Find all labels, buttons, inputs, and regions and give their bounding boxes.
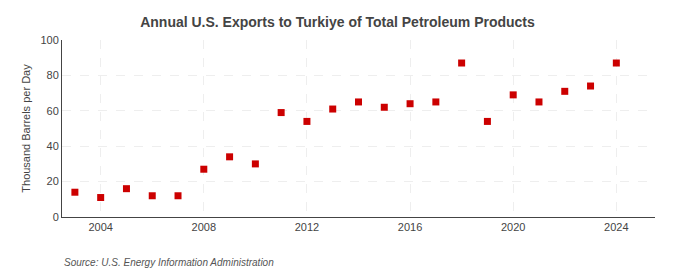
svg-text:60: 60 <box>47 105 59 117</box>
svg-text:Source: U.S. Energy Informatio: Source: U.S. Energy Information Administ… <box>64 257 274 268</box>
svg-text:Annual U.S. Exports to Turkiye: Annual U.S. Exports to Turkiye of Total … <box>140 14 535 30</box>
svg-text:0: 0 <box>53 211 59 223</box>
svg-text:80: 80 <box>47 69 59 81</box>
svg-text:2012: 2012 <box>295 221 319 233</box>
svg-text:2020: 2020 <box>501 221 525 233</box>
svg-text:2004: 2004 <box>88 221 112 233</box>
svg-text:Thousand Barrels per Day: Thousand Barrels per Day <box>20 64 32 193</box>
svg-text:100: 100 <box>40 34 58 46</box>
svg-text:2016: 2016 <box>398 221 422 233</box>
svg-text:20: 20 <box>47 175 59 187</box>
svg-text:40: 40 <box>47 140 59 152</box>
svg-text:2024: 2024 <box>604 221 628 233</box>
svg-text:2008: 2008 <box>192 221 216 233</box>
